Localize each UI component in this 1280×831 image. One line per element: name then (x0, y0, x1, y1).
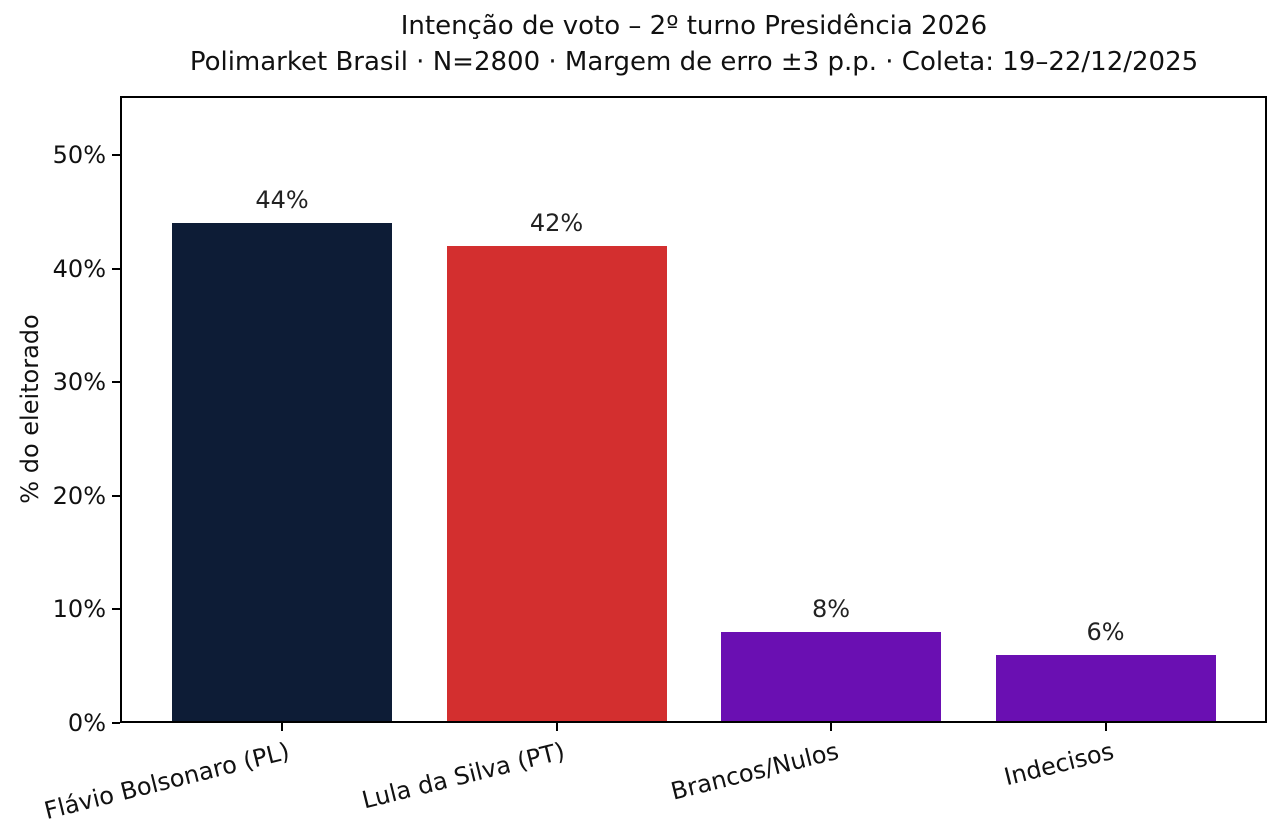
bar-value-label: 42% (529, 208, 584, 237)
x-tick-label: Indecisos (1000, 737, 1117, 792)
x-tick-mark (555, 723, 558, 731)
x-tick-label: Brancos/Nulos (668, 737, 842, 806)
x-tick-mark (281, 723, 283, 731)
x-tick-mark (830, 723, 832, 731)
y-tick-mark (112, 722, 120, 724)
y-tick-mark (112, 381, 120, 384)
y-axis-label: % do eleitorado (16, 314, 44, 504)
y-tick-label: 0% (67, 709, 106, 737)
y-tick-label: 30% (52, 368, 106, 397)
chart-title-block: Intenção de voto – 2º turno Presidência … (190, 8, 1198, 80)
bar-2 (446, 245, 667, 723)
bar-value-label: 44% (255, 186, 309, 215)
bar-value-label: 8% (811, 595, 851, 624)
x-tick-label: Lula da Silva (PT) (358, 737, 568, 815)
y-tick-mark (112, 267, 120, 270)
chart-title: Intenção de voto – 2º turno Presidência … (400, 11, 988, 41)
y-tick-label: 10% (52, 595, 106, 624)
y-tick-label: 20% (52, 481, 106, 510)
y-tick-label: 50% (52, 141, 106, 170)
chart-subtitle: Polimarket Brasil · N=2800 · Margem de e… (189, 47, 1199, 77)
bar-1 (172, 223, 392, 723)
x-tick-mark (1104, 723, 1107, 731)
bar-value-label: 6% (1086, 617, 1125, 646)
y-tick-mark (112, 494, 120, 497)
y-tick-label: 40% (52, 254, 106, 283)
bar-3 (721, 632, 941, 723)
y-tick-mark (112, 154, 120, 157)
y-tick-mark (112, 608, 120, 611)
x-tick-label: Flávio Bolsonaro (PL) (41, 737, 293, 826)
bar-4 (995, 654, 1216, 723)
